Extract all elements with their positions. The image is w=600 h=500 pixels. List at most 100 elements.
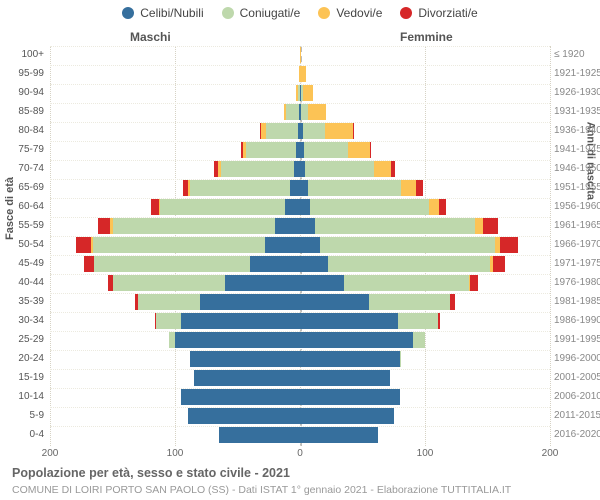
bar-segment-coniugati <box>328 256 491 272</box>
pyramid-row: 50-541966-1970 <box>50 236 550 255</box>
birth-year-label: 2006-2010 <box>554 391 600 402</box>
bar-segment-coniugati <box>308 180 402 196</box>
bar-segment-coniugati <box>246 142 296 158</box>
legend-swatch <box>222 7 234 19</box>
bar-segment-coniugati <box>169 332 175 348</box>
bar-segment-divorziati <box>241 142 242 158</box>
bar-segment-divorziati <box>183 180 188 196</box>
pyramid-row: 70-741946-1950 <box>50 160 550 179</box>
birth-year-label: 1966-1970 <box>554 239 600 250</box>
bar-segment-celibi <box>219 427 300 443</box>
bar-segment-celibi <box>300 218 315 234</box>
bar-segment-celibi <box>250 256 300 272</box>
bar-segment-celibi <box>285 199 300 215</box>
birth-year-label: 1971-1975 <box>554 258 600 269</box>
birth-year-label: 1981-1985 <box>554 296 600 307</box>
pyramid-row: 90-941926-1930 <box>50 84 550 103</box>
age-label: 20-24 <box>4 353 44 364</box>
bar-segment-celibi <box>300 199 310 215</box>
pyramid-row: 65-691951-1955 <box>50 179 550 198</box>
bar-segment-divorziati <box>391 161 395 177</box>
birth-year-label: 1961-1965 <box>554 220 600 231</box>
legend-label: Celibi/Nubili <box>140 6 203 20</box>
birth-year-label: 2011-2015 <box>554 410 600 421</box>
pyramid-row: 40-441976-1980 <box>50 274 550 293</box>
bar-segment-celibi <box>300 332 413 348</box>
age-label: 65-69 <box>4 182 44 193</box>
age-label: 60-64 <box>4 201 44 212</box>
pyramid-row: 95-991921-1925 <box>50 65 550 84</box>
bar-segment-coniugati <box>369 294 450 310</box>
bar-segment-divorziati <box>84 256 94 272</box>
bar-segment-coniugati <box>398 313 438 329</box>
x-tick-label: 200 <box>42 448 59 459</box>
bar-segment-coniugati <box>221 161 294 177</box>
age-label: 10-14 <box>4 391 44 402</box>
birth-year-label: 1996-2000 <box>554 353 600 364</box>
age-label: 80-84 <box>4 125 44 136</box>
pyramid-row: 85-891931-1935 <box>50 103 550 122</box>
age-label: 55-59 <box>4 220 44 231</box>
birth-year-label: 1926-1930 <box>554 87 600 98</box>
age-label: 70-74 <box>4 163 44 174</box>
pyramid-row: 100+≤ 1920 <box>50 46 550 65</box>
birth-year-label: 1936-1940 <box>554 125 600 136</box>
legend-item-celibi: Celibi/Nubili <box>122 6 203 20</box>
bar-segment-celibi <box>300 408 394 424</box>
bar-segment-vedovi <box>284 104 287 120</box>
birth-year-label: 2001-2005 <box>554 372 600 383</box>
age-label: 90-94 <box>4 87 44 98</box>
bar-segment-divorziati <box>260 123 261 139</box>
age-label: 100+ <box>4 49 44 60</box>
chart-container: Celibi/Nubili Coniugati/e Vedovi/e Divor… <box>0 0 600 500</box>
bar-segment-coniugati <box>400 351 401 367</box>
bar-segment-divorziati <box>214 161 218 177</box>
birth-year-label: 1946-1950 <box>554 163 600 174</box>
age-label: 45-49 <box>4 258 44 269</box>
age-label: 5-9 <box>4 410 44 421</box>
legend: Celibi/Nubili Coniugati/e Vedovi/e Divor… <box>0 6 600 20</box>
age-label: 35-39 <box>4 296 44 307</box>
pyramid-row: 45-491971-1975 <box>50 255 550 274</box>
age-label: 15-19 <box>4 372 44 383</box>
age-label: 50-54 <box>4 239 44 250</box>
bar-segment-vedovi <box>303 85 313 101</box>
x-tick-label: 200 <box>542 448 559 459</box>
birth-year-label: 1956-1960 <box>554 201 600 212</box>
bar-segment-divorziati <box>155 313 156 329</box>
bar-segment-vedovi <box>243 142 247 158</box>
male-header: Maschi <box>130 30 171 44</box>
bar-segment-divorziati <box>76 237 91 253</box>
bar-segment-divorziati <box>450 294 455 310</box>
birth-year-label: 1921-1925 <box>554 68 600 79</box>
bar-segment-celibi <box>200 294 300 310</box>
age-label: 40-44 <box>4 277 44 288</box>
bar-segment-coniugati <box>315 218 475 234</box>
bar-segment-divorziati <box>108 275 113 291</box>
bar-segment-celibi <box>225 275 300 291</box>
bar-segment-coniugati <box>113 218 276 234</box>
bar-segment-celibi <box>300 313 398 329</box>
bar-segment-celibi <box>300 275 344 291</box>
bar-segment-celibi <box>300 427 378 443</box>
bar-segment-coniugati <box>138 294 201 310</box>
bar-segment-vedovi <box>218 161 222 177</box>
bar-segment-vedovi <box>296 85 297 101</box>
bar-segment-coniugati <box>266 123 297 139</box>
bar-segment-divorziati <box>98 218 111 234</box>
bar-segment-divorziati <box>493 256 506 272</box>
x-tick-label: 0 <box>297 448 303 459</box>
plot-area: 100+≤ 192095-991921-192590-941926-193085… <box>50 46 550 446</box>
bar-segment-coniugati <box>303 123 326 139</box>
birth-year-label: 1991-1995 <box>554 334 600 345</box>
chart-subtitle: COMUNE DI LOIRI PORTO SAN PAOLO (SS) - D… <box>12 484 511 496</box>
bar-segment-divorziati <box>483 218 498 234</box>
birth-year-label: 1941-1945 <box>554 144 600 155</box>
age-label: 95-99 <box>4 68 44 79</box>
bar-segment-coniugati <box>344 275 469 291</box>
x-tick-label: 100 <box>167 448 184 459</box>
legend-label: Vedovi/e <box>336 6 382 20</box>
pyramid-row: 80-841936-1940 <box>50 122 550 141</box>
bar-segment-vedovi <box>91 237 92 253</box>
bar-segment-celibi <box>181 389 300 405</box>
